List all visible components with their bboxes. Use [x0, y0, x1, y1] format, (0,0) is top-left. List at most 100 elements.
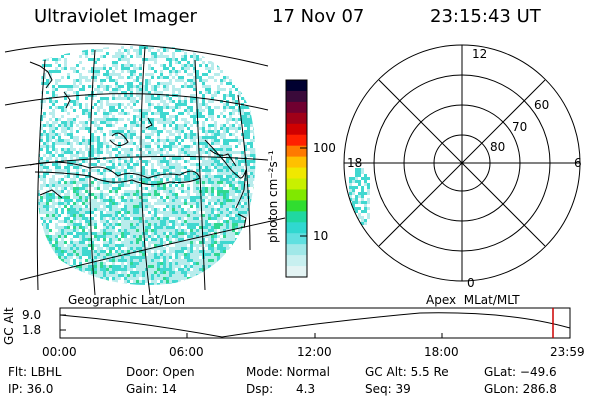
image-pixel: [235, 121, 238, 124]
image-pixel: [70, 223, 73, 226]
image-pixel: [217, 280, 220, 283]
image-pixel: [130, 154, 133, 157]
image-pixel: [109, 190, 112, 193]
image-pixel: [82, 139, 85, 142]
image-pixel: [82, 274, 85, 277]
image-pixel: [124, 220, 127, 223]
image-pixel: [121, 223, 124, 226]
image-pixel: [91, 202, 94, 205]
image-pixel: [154, 286, 157, 289]
image-pixel: [148, 262, 151, 265]
image-pixel: [46, 193, 49, 196]
image-pixel: [67, 190, 70, 193]
image-pixel: [46, 121, 49, 124]
image-pixel: [181, 250, 184, 253]
image-pixel: [115, 79, 118, 82]
image-pixel: [79, 256, 82, 259]
image-pixel: [67, 133, 70, 136]
image-pixel: [40, 235, 43, 238]
image-pixel: [154, 196, 157, 199]
image-pixel: [157, 289, 160, 292]
image-pixel: [103, 277, 106, 280]
image-pixel: [163, 175, 166, 178]
image-pixel: [172, 262, 175, 265]
image-pixel: [148, 226, 151, 229]
image-pixel: [76, 184, 79, 187]
image-pixel: [55, 211, 58, 214]
image-pixel: [256, 109, 259, 112]
image-pixel: [235, 127, 238, 130]
image-pixel: [139, 202, 142, 205]
image-pixel: [148, 64, 151, 67]
image-pixel: [235, 283, 238, 285]
image-pixel: [214, 253, 217, 256]
image-pixel: [160, 178, 163, 181]
image-pixel: [49, 205, 52, 208]
image-pixel: [148, 118, 151, 121]
image-pixel: [52, 142, 55, 145]
image-pixel: [247, 175, 250, 178]
image-pixel: [67, 232, 70, 235]
image-pixel: [52, 193, 55, 196]
image-pixel: [232, 226, 235, 229]
image-pixel: [238, 235, 241, 238]
image-pixel: [127, 241, 130, 244]
image-pixel: [169, 154, 172, 157]
image-pixel: [175, 253, 178, 256]
image-pixel: [193, 214, 196, 217]
polar-pixel: [367, 207, 370, 210]
image-pixel: [199, 286, 202, 289]
image-pixel: [61, 130, 64, 133]
image-pixel: [238, 238, 241, 241]
image-pixel: [175, 232, 178, 235]
image-pixel: [181, 259, 184, 262]
image-pixel: [241, 286, 244, 289]
image-pixel: [34, 196, 37, 199]
image-pixel: [172, 205, 175, 208]
image-pixel: [160, 229, 163, 232]
image-pixel: [247, 271, 250, 274]
image-pixel: [34, 238, 37, 241]
image-pixel: [214, 214, 217, 217]
image-pixel: [190, 250, 193, 253]
image-pixel: [229, 139, 232, 142]
image-pixel: [94, 214, 97, 217]
image-pixel: [178, 274, 181, 277]
image-pixel: [58, 124, 61, 127]
image-pixel: [208, 49, 211, 52]
image-pixel: [175, 106, 178, 109]
image-pixel: [76, 124, 79, 127]
image-pixel: [259, 271, 262, 274]
image-pixel: [166, 235, 169, 238]
image-pixel: [118, 76, 121, 79]
image-pixel: [73, 67, 76, 70]
image-pixel: [178, 154, 181, 157]
image-pixel: [199, 208, 202, 211]
image-pixel: [256, 187, 259, 190]
image-pixel: [244, 76, 247, 79]
image-pixel: [160, 271, 163, 274]
image-pixel: [151, 217, 154, 220]
image-pixel: [193, 112, 196, 115]
image-pixel: [67, 181, 70, 184]
image-pixel: [124, 133, 127, 136]
image-pixel: [70, 274, 73, 277]
image-pixel: [145, 142, 148, 145]
image-pixel: [85, 274, 88, 277]
image-pixel: [67, 118, 70, 121]
image-pixel: [46, 124, 49, 127]
image-pixel: [73, 139, 76, 142]
image-pixel: [91, 268, 94, 271]
image-pixel: [82, 172, 85, 175]
image-pixel: [94, 73, 97, 76]
image-pixel: [91, 199, 94, 202]
image-pixel: [130, 151, 133, 154]
image-pixel: [91, 217, 94, 220]
image-pixel: [109, 250, 112, 253]
image-pixel: [163, 199, 166, 202]
image-pixel: [103, 232, 106, 235]
image-pixel: [220, 205, 223, 208]
image-pixel: [196, 289, 199, 292]
image-pixel: [103, 55, 106, 58]
image-pixel: [184, 82, 187, 85]
